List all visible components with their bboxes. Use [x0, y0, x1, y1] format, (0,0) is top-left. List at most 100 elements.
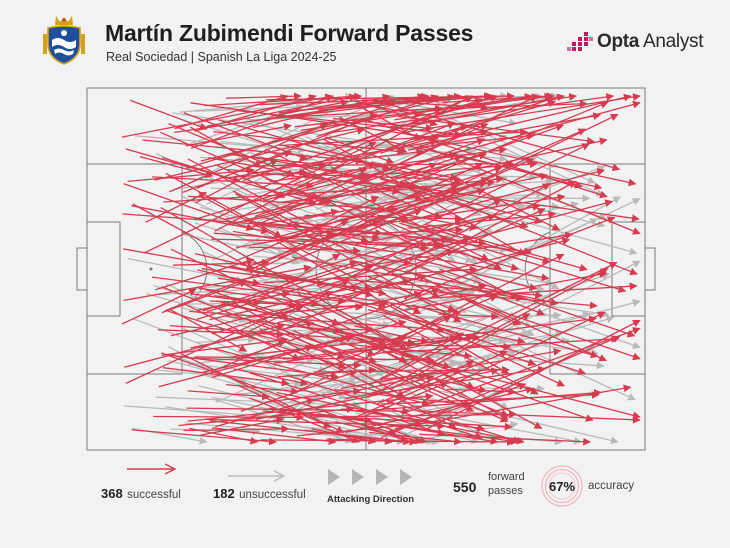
attacking-direction-label: Attacking Direction — [327, 494, 415, 505]
unsuccessful-legend-arrow — [228, 470, 286, 482]
successful-pass-arrow — [400, 180, 577, 276]
unsuccessful-pass-arrow — [294, 287, 475, 308]
successful-pass-arrow — [242, 97, 483, 182]
successful-pass-arrow — [190, 102, 439, 142]
successful-pass-arrow — [454, 177, 561, 231]
successful-pass-arrow — [194, 94, 317, 132]
successful-pass-arrow — [420, 143, 590, 228]
successful-pass-arrow — [314, 172, 549, 228]
successful-pass-arrow — [240, 369, 358, 412]
left-penalty-area — [86, 163, 183, 375]
unsuccessful-pass-arrow — [393, 101, 518, 127]
successful-pass-arrow — [127, 166, 255, 183]
successful-pass-arrow — [253, 208, 340, 227]
successful-pass-arrow — [254, 193, 318, 217]
successful-pass-arrow — [362, 241, 445, 250]
successful-pass-arrow — [166, 310, 347, 369]
successful-pass-arrow — [307, 236, 550, 282]
successful-pass-arrow — [165, 172, 283, 238]
successful-pass-arrow — [349, 350, 508, 421]
successful-pass-arrow — [451, 96, 555, 132]
successful-pass-arrow — [425, 223, 588, 272]
successful-pass-arrow — [233, 368, 309, 387]
successful-pass-arrow — [215, 163, 286, 198]
successful-pass-arrow — [213, 294, 298, 309]
successful-pass-arrow — [285, 208, 546, 330]
successful-count: 368 — [101, 486, 123, 501]
successful-pass-arrow — [194, 356, 435, 364]
successful-pass-arrow — [131, 205, 270, 235]
unsuccessful-pass-arrow — [255, 179, 344, 215]
successful-pass-arrow — [130, 99, 208, 131]
successful-pass-arrow — [233, 334, 406, 358]
successful-pass-arrow — [190, 293, 262, 307]
successful-pass-arrow — [394, 352, 641, 420]
successful-pass-arrow — [292, 256, 525, 302]
successful-pass-arrow — [293, 121, 456, 186]
successful-label: successful — [127, 489, 181, 501]
unsuccessful-pass-arrow — [264, 372, 368, 422]
successful-pass-arrow — [267, 387, 362, 403]
successful-pass-arrow — [408, 374, 509, 417]
successful-pass-arrow — [232, 190, 440, 299]
successful-pass-arrow — [379, 92, 494, 105]
successful-pass-arrow — [276, 290, 423, 324]
successful-pass-arrow — [311, 428, 377, 445]
successful-pass-arrow — [357, 102, 423, 118]
successful-pass-arrow — [325, 93, 577, 135]
successful-passes — [121, 92, 641, 446]
brand-name: Opta Analyst — [597, 31, 704, 52]
successful-pass-arrow — [194, 159, 278, 204]
successful-pass-arrow — [401, 327, 641, 415]
successful-pass-arrow — [263, 141, 377, 196]
unsuccessful-label: unsuccessful — [239, 489, 306, 501]
successful-pass-arrow — [226, 383, 299, 395]
successful-pass-arrow — [227, 280, 387, 310]
successful-pass-arrow — [202, 260, 358, 312]
successful-pass-arrow — [213, 348, 430, 407]
successful-pass-arrow — [379, 178, 529, 229]
successful-pass-arrow — [228, 152, 487, 226]
successful-pass-arrow — [162, 156, 241, 184]
unsuccessful-pass-arrow — [375, 349, 605, 370]
successful-pass-arrow — [123, 264, 312, 302]
right-six-yard-box — [611, 221, 646, 317]
successful-pass-arrow — [142, 139, 364, 165]
successful-pass-arrow — [244, 198, 334, 223]
successful-pass-arrow — [408, 256, 538, 291]
successful-pass-arrow — [187, 390, 270, 401]
successful-pass-arrow — [172, 258, 270, 267]
successful-pass-arrow — [161, 336, 289, 356]
successful-pass-arrow — [339, 116, 408, 153]
successful-pass-arrow — [155, 257, 255, 291]
accuracy-value: 67% — [548, 479, 576, 494]
successful-pass-arrow — [285, 163, 369, 181]
successful-pass-arrow — [438, 312, 500, 321]
successful-pass-arrow — [198, 287, 320, 308]
successful-pass-arrow — [186, 97, 413, 169]
successful-pass-arrow — [226, 92, 302, 101]
successful-pass-arrow — [215, 397, 315, 428]
left-penalty-spot — [149, 267, 153, 271]
successful-pass-arrow — [421, 410, 641, 424]
unsuccessful-pass-arrow — [315, 350, 517, 409]
successful-pass-arrow — [269, 407, 519, 445]
successful-pass-arrow — [367, 309, 526, 345]
successful-pass-arrow — [132, 203, 255, 270]
successful-pass-arrow — [255, 367, 500, 421]
forward-pass-count: 550 — [453, 479, 477, 495]
successful-pass-arrow — [341, 408, 486, 432]
unsuccessful-pass-arrow — [408, 299, 641, 364]
successful-pass-arrow — [277, 366, 377, 378]
successful-pass-arrow — [380, 308, 586, 376]
successful-pass-arrow — [427, 319, 641, 430]
unsuccessful-pass-arrow — [133, 318, 252, 365]
successful-pass-arrow — [386, 93, 615, 128]
legend: 368 successful 182 unsuccessful Attackin… — [0, 455, 730, 545]
successful-pass-arrow — [385, 140, 603, 191]
successful-pass-arrow — [383, 335, 620, 354]
successful-pass-arrow — [276, 241, 510, 375]
successful-pass-arrow — [394, 384, 632, 430]
brand: Opta Analyst — [567, 28, 717, 56]
successful-pass-arrow — [232, 301, 405, 398]
